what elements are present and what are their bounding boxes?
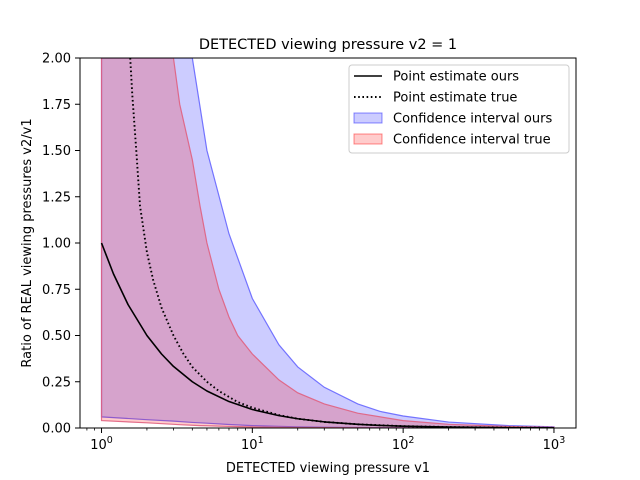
y-axis-title: Ratio of REAL viewing pressures v2/v1: [20, 118, 35, 367]
point-estimate-lines: [100, 58, 554, 428]
series-line-0: [100, 242, 554, 428]
x-tick-label: 103: [543, 435, 566, 453]
y-tick-label: 0.50: [42, 329, 71, 344]
legend-swatch-3: [353, 133, 383, 145]
y-tick-label: 0.25: [42, 375, 71, 390]
y-tick-label: 2.00: [42, 52, 71, 67]
y-tick-label: 1.00: [42, 237, 71, 252]
x-tick-label: 100: [90, 435, 113, 453]
x-tick-label: 102: [392, 435, 415, 453]
legend-swatch-2: [353, 112, 383, 124]
x-tick-label: 101: [241, 435, 264, 453]
legend-label-1: Point estimate true: [393, 91, 517, 106]
y-tick-label: 1.25: [42, 190, 71, 205]
y-tick-label: 1.75: [42, 98, 71, 113]
y-tick-label: 0.75: [42, 283, 71, 298]
legend: Point estimate ours Point estimate true Co…: [348, 64, 570, 154]
y-tick-label: 0.00: [42, 422, 71, 437]
y-axis: 0.00 0.25 0.50 0.75 1.00 1.25 1.50 1.75 2.00: [42, 52, 80, 437]
x-axis-title: DETECTED viewing pressure v1: [226, 461, 430, 476]
legend-label-2: Confidence interval ours: [393, 112, 552, 127]
legend-label-3: Confidence interval true: [393, 133, 551, 148]
legend-frame: [348, 64, 570, 154]
legend-label-0: Point estimate ours: [393, 70, 519, 85]
chart-title: DETECTED viewing pressure v2 = 1: [199, 37, 457, 53]
x-axis: 100 101 102 103: [86, 428, 566, 453]
y-tick-label: 1.50: [42, 144, 71, 159]
